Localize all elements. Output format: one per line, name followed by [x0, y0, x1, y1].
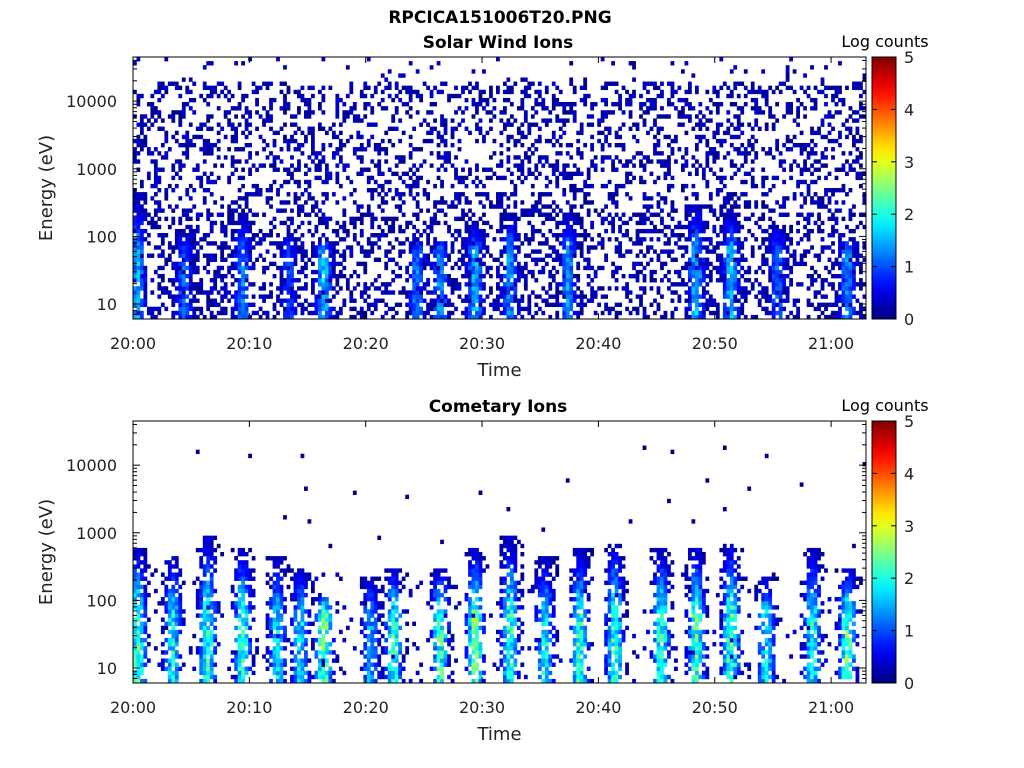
x-tick-label: 20:10 [226, 334, 272, 353]
panel-title: Solar Wind Ions [423, 33, 574, 53]
colorbar-label: Log counts [841, 396, 928, 415]
y-tick-label: 100 [86, 591, 117, 610]
y-tick-label: 100 [86, 227, 117, 246]
y-tick-label: 10000 [66, 456, 117, 475]
x-tick-label: 20:50 [692, 698, 738, 717]
panel-solar-wind: 20:00 20:10 20:20 20:30 20:40 20:50 21:0010100… [36, 32, 929, 381]
colorbar-tick-label: 2 [904, 569, 914, 588]
heatmap-cells [133, 445, 867, 684]
x-tick-label: 20:20 [343, 698, 389, 717]
y-tick-label: 10 [97, 295, 117, 314]
axes-frame [132, 56, 867, 320]
colorbar-tick-label: 2 [904, 205, 914, 224]
y-tick-label: 10 [97, 659, 117, 678]
x-tick-label: 20:30 [459, 698, 505, 717]
x-tick-label: 20:30 [459, 334, 505, 353]
y-axis-label: Energy (eV) [36, 499, 57, 605]
colorbar-tick-label: 5 [904, 412, 914, 431]
x-tick-label: 21:00 [808, 334, 854, 353]
x-tick-label: 20:20 [343, 334, 389, 353]
colorbar-tick-label: 4 [904, 100, 914, 119]
heatmap-cells [133, 57, 867, 320]
y-tick-label: 1000 [76, 524, 117, 543]
x-tick-label: 20:50 [692, 334, 738, 353]
y-axis-label: Energy (eV) [36, 135, 57, 241]
colorbar-tick-label: 5 [904, 48, 914, 67]
colorbar-tick-label: 1 [904, 622, 914, 641]
x-tick-label: 20:40 [575, 334, 621, 353]
x-tick-label: 21:00 [808, 698, 854, 717]
y-tick-label: 1000 [76, 160, 117, 179]
colorbar-tick-label: 0 [904, 310, 914, 329]
colorbar-label: Log counts [841, 32, 928, 51]
colorbar-tick-label: 0 [904, 674, 914, 693]
figure-title: RPCICA151006T20.PNG [388, 8, 612, 28]
colorbar-tick-label: 3 [904, 517, 914, 536]
x-tick-label: 20:10 [226, 698, 272, 717]
colorbar-tick-label: 4 [904, 464, 914, 483]
y-tick-label: 10000 [66, 92, 117, 111]
x-axis-label: Time [476, 360, 521, 381]
axes-frame [132, 420, 867, 684]
x-axis-label: Time [476, 724, 521, 745]
colorbar-tick-label: 1 [904, 258, 914, 277]
colorbar-tick-label: 3 [904, 153, 914, 172]
panel-cometary: 20:00 20:10 20:20 20:30 20:40 20:50 21:0010100… [36, 396, 929, 745]
panel-title: Cometary Ions [429, 397, 568, 417]
x-tick-label: 20:00 [110, 698, 156, 717]
x-tick-label: 20:40 [575, 698, 621, 717]
x-tick-label: 20:00 [110, 334, 156, 353]
